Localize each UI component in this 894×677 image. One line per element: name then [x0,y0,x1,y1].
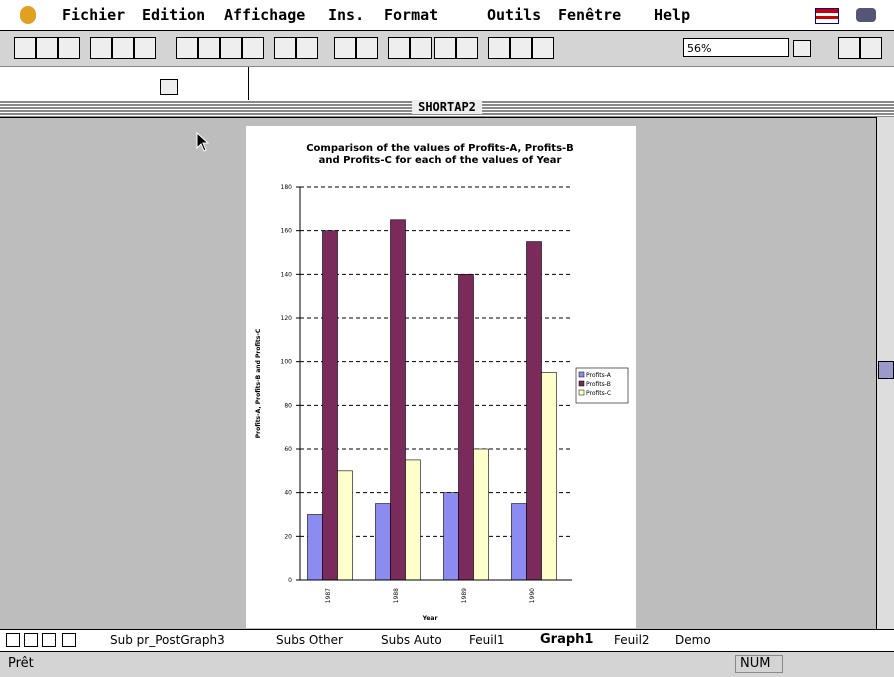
separator [248,67,249,100]
sheet-tabs: Sub pr_PostGraph3 Subs Other Subs Auto Feui… [0,629,894,652]
sheet-tab[interactable]: Feuil1 [469,633,505,647]
y-tick-label: 0 [288,577,292,584]
legend-label: Profits-B [586,381,611,388]
legend-label: Profits-A [586,372,612,379]
legend-swatch [578,389,585,396]
name-dropdown[interactable] [160,79,178,95]
toolbar-button[interactable] [860,37,882,59]
y-tick-label: 140 [281,271,293,278]
toolbar: 56% [0,31,894,67]
apple-menu[interactable] [20,6,36,24]
menu-item[interactable]: Help [654,6,691,24]
y-tick-label: 120 [281,315,293,322]
zoom-field[interactable]: 56% [683,38,789,57]
sheet-tab[interactable]: Subs Auto [381,633,442,647]
bar [322,230,338,581]
sheet-tab[interactable]: Subs Other [276,633,343,647]
menu-item[interactable]: Format [384,6,439,24]
toolbar-button[interactable] [510,37,532,59]
toolbar-button[interactable] [334,37,356,59]
bar [541,372,557,581]
app-menu[interactable] [856,8,876,22]
status-bar: Prêt NUM [0,651,894,677]
toolbar-button[interactable] [838,37,860,59]
toolbar-button[interactable] [198,37,220,59]
tab-scroll-button[interactable] [62,633,76,647]
toolbar-button[interactable] [220,37,242,59]
toolbar-button[interactable] [434,37,456,59]
sheet-tab[interactable]: Graph1 [540,632,594,647]
x-tick-label: 1990 [529,588,536,603]
vertical-scrollbar[interactable] [876,117,894,629]
menu-item[interactable]: Edition [142,6,206,24]
toolbar-button[interactable] [356,37,378,59]
legend-box [575,367,629,404]
toolbar-button[interactable] [58,37,80,59]
sheet-tab[interactable]: Feuil2 [614,633,650,647]
y-tick-label: 20 [284,533,292,540]
status-text: Prêt [8,656,34,671]
window-title-bar: SHORTAP2 [0,100,894,118]
menu-item[interactable]: Fenêtre [558,6,622,24]
toolbar-button[interactable] [14,37,36,59]
chart-title: Comparison of the values of Profits-A, P… [306,143,574,166]
bar [337,470,353,581]
legend-swatch [578,380,585,387]
sheet-tab[interactable]: Sub pr_PostGraph3 [110,633,225,647]
x-tick-label: 1989 [461,588,468,603]
y-tick-label: 60 [284,446,292,453]
bar [511,503,527,581]
tab-scroll-button[interactable] [24,633,38,647]
y-tick-label: 180 [281,184,293,191]
tab-scroll-button[interactable] [42,633,56,647]
num-indicator: NUM [735,655,783,673]
bar [458,274,474,581]
zoom-dropdown[interactable] [793,40,811,57]
bar [390,219,406,581]
y-tick-label: 80 [284,402,292,409]
menu-item[interactable]: Ins. [328,6,365,24]
formula-bar [0,67,894,101]
keyboard-flag[interactable] [815,8,839,24]
y-tick-label: 40 [284,490,292,497]
y-axis-label: Profits-A, Profits-B and Profits-C [255,328,262,438]
legend-swatch [578,371,585,378]
toolbar-button[interactable] [90,37,112,59]
bar [526,241,542,581]
x-tick-label: 1988 [393,588,400,603]
y-tick-label: 100 [281,359,293,366]
toolbar-button[interactable] [456,37,478,59]
bar [307,514,323,581]
toolbar-button[interactable] [410,37,432,59]
sheet-tab[interactable]: Demo [675,633,711,647]
x-tick-label: 1987 [325,588,332,603]
toolbar-button[interactable] [274,37,296,59]
toolbar-button[interactable] [296,37,318,59]
toolbar-button[interactable] [176,37,198,59]
toolbar-button[interactable] [532,37,554,59]
bar [473,448,489,581]
menu-item[interactable]: Outils [487,6,542,24]
menu-item[interactable]: Affichage [224,6,306,24]
bar [375,503,391,581]
y-tick-label: 160 [281,228,293,235]
bar [443,492,459,581]
menu-item[interactable]: Fichier [62,6,126,24]
cursor [196,132,210,152]
toolbar-button[interactable] [242,37,264,59]
toolbar-button[interactable] [134,37,156,59]
x-axis-label: Year [422,615,438,622]
toolbar-button[interactable] [112,37,134,59]
chart: 0 20 40 60 80 100 120 140 160 180 1987 1988 1989 1990… [255,184,629,622]
window-title: SHORTAP2 [412,100,482,114]
legend-label: Profits-C [586,390,611,397]
toolbar-button[interactable] [36,37,58,59]
menu-bar: Fichier Edition Affichage Ins. Format Outils F… [0,0,894,31]
tab-scroll-button[interactable] [6,633,20,647]
bar [405,459,421,581]
toolbar-button[interactable] [488,37,510,59]
toolbar-button[interactable] [388,37,410,59]
scroll-thumb[interactable] [878,361,894,379]
